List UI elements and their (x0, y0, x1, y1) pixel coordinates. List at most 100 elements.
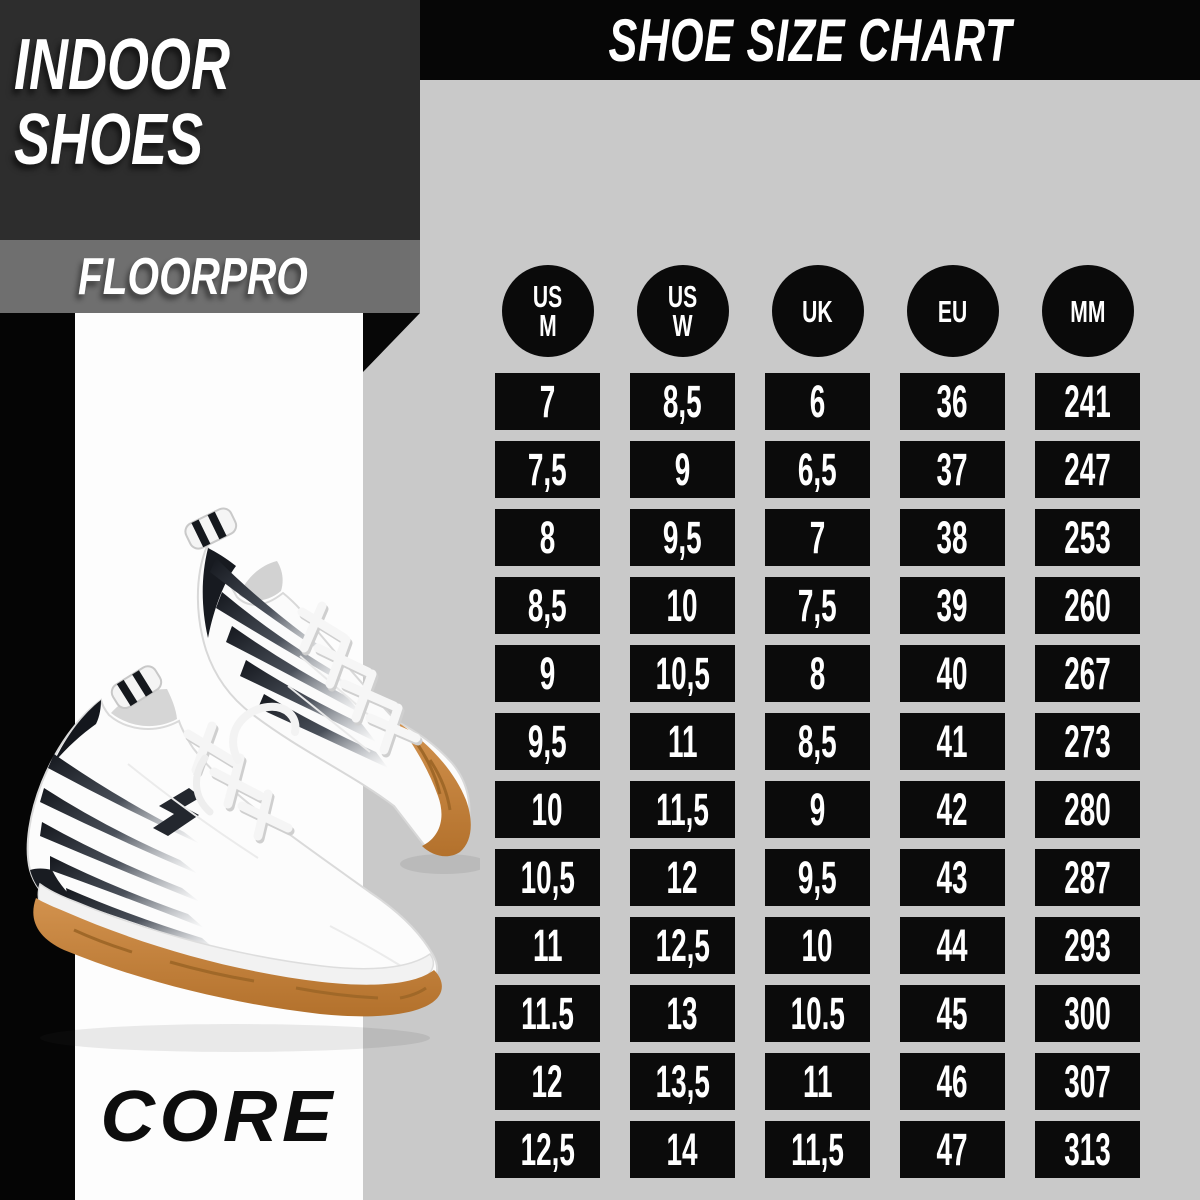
column-header-circle: US W (636, 265, 729, 357)
size-value: 9,5 (798, 851, 837, 903)
product-header-block: INDOOR SHOES (0, 0, 420, 240)
size-cell: 6 (765, 373, 870, 430)
size-value: 253 (1064, 511, 1111, 563)
size-cell: 44 (900, 917, 1005, 974)
size-value: 300 (1064, 987, 1111, 1039)
size-value: 8 (539, 511, 556, 563)
size-cell: 7 (495, 373, 600, 430)
size-value: 12 (531, 1055, 564, 1107)
size-table-body: 7 8,5 6 36 241 7,5 9 6,5 37 247 8 9,5 7 38 253 8,5 10 7,5… (495, 373, 1140, 1178)
column-header-cell: US W (630, 265, 735, 357)
size-cell: 253 (1035, 509, 1140, 566)
size-value: 11,5 (791, 1123, 844, 1175)
size-cell: 6,5 (765, 441, 870, 498)
size-cell: 11 (630, 713, 735, 770)
column-header-circle: EU (906, 265, 999, 357)
size-cell: 273 (1035, 713, 1140, 770)
table-row: 12,5 14 11,5 47 313 (495, 1121, 1140, 1178)
size-cell: 313 (1035, 1121, 1140, 1178)
size-cell: 7,5 (495, 441, 600, 498)
size-value: 307 (1064, 1055, 1111, 1107)
size-value: 287 (1064, 851, 1111, 903)
size-value: 10 (801, 919, 834, 971)
size-cell: 300 (1035, 985, 1140, 1042)
size-cell: 10.5 (765, 985, 870, 1042)
size-value: 11 (532, 919, 563, 971)
size-cell: 307 (1035, 1053, 1140, 1110)
size-value: 12,5 (655, 919, 710, 971)
chart-title: SHOE SIZE CHART (608, 6, 1012, 74)
size-cell: 8,5 (765, 713, 870, 770)
size-value: 40 (936, 647, 969, 699)
size-cell: 7 (765, 509, 870, 566)
size-cell: 8 (495, 509, 600, 566)
size-cell: 247 (1035, 441, 1140, 498)
size-value: 36 (936, 375, 969, 427)
size-cell: 287 (1035, 849, 1140, 906)
size-cell: 293 (1035, 917, 1140, 974)
size-value: 280 (1064, 783, 1111, 835)
column-header-cell: UK (765, 265, 870, 357)
size-value: 41 (936, 715, 969, 767)
size-cell: 13,5 (630, 1053, 735, 1110)
size-value: 11.5 (521, 987, 574, 1039)
size-value: 12,5 (520, 1123, 575, 1175)
size-value: 11 (667, 715, 698, 767)
size-cell: 10 (630, 577, 735, 634)
size-value: 12 (666, 851, 699, 903)
size-table-header: US M US W UK EU MM (495, 265, 1140, 357)
table-row: 8 9,5 7 38 253 (495, 509, 1140, 566)
column-header-label: W (672, 308, 693, 343)
size-cell: 41 (900, 713, 1005, 770)
size-cell: 267 (1035, 645, 1140, 702)
size-value: 10,5 (520, 851, 575, 903)
table-row: 7,5 9 6,5 37 247 (495, 441, 1140, 498)
size-cell: 37 (900, 441, 1005, 498)
column-header-circle: UK (771, 265, 864, 357)
table-row: 11 12,5 10 44 293 (495, 917, 1140, 974)
size-value: 9,5 (663, 511, 702, 563)
size-value: 42 (936, 783, 969, 835)
size-cell: 9 (765, 781, 870, 838)
size-cell: 11 (765, 1053, 870, 1110)
table-row: 10 11,5 9 42 280 (495, 781, 1140, 838)
size-value: 7,5 (528, 443, 567, 495)
size-value: 13,5 (655, 1055, 710, 1107)
size-cell: 8 (765, 645, 870, 702)
size-value: 8,5 (528, 579, 567, 631)
size-cell: 11,5 (630, 781, 735, 838)
size-value: 313 (1064, 1123, 1111, 1175)
size-cell: 9,5 (630, 509, 735, 566)
table-row: 8,5 10 7,5 39 260 (495, 577, 1140, 634)
size-value: 267 (1064, 647, 1111, 699)
product-heading: INDOOR SHOES (14, 28, 230, 178)
size-cell: 280 (1035, 781, 1140, 838)
size-cell: 11,5 (765, 1121, 870, 1178)
column-header-label: US (532, 279, 563, 314)
size-cell: 8,5 (495, 577, 600, 634)
table-row: 9,5 11 8,5 41 273 (495, 713, 1140, 770)
table-row: 9 10,5 8 40 267 (495, 645, 1140, 702)
size-value: 9 (539, 647, 556, 699)
size-value: 11 (802, 1055, 833, 1107)
size-cell: 14 (630, 1121, 735, 1178)
size-value: 47 (936, 1123, 969, 1175)
column-header-label: MM (1069, 293, 1106, 329)
size-cell: 11 (495, 917, 600, 974)
size-value: 7 (539, 375, 556, 427)
size-value: 9 (674, 443, 691, 495)
size-value: 241 (1064, 375, 1111, 427)
size-value: 10 (531, 783, 564, 835)
size-cell: 46 (900, 1053, 1005, 1110)
size-value: 8,5 (798, 715, 837, 767)
size-cell: 39 (900, 577, 1005, 634)
column-header-label: US (667, 279, 698, 314)
size-value: 273 (1064, 715, 1111, 767)
size-cell: 7,5 (765, 577, 870, 634)
size-cell: 241 (1035, 373, 1140, 430)
product-heading-line1: INDOOR (14, 25, 230, 105)
size-value: 10 (666, 579, 699, 631)
size-value: 44 (936, 919, 969, 971)
size-cell: 45 (900, 985, 1005, 1042)
